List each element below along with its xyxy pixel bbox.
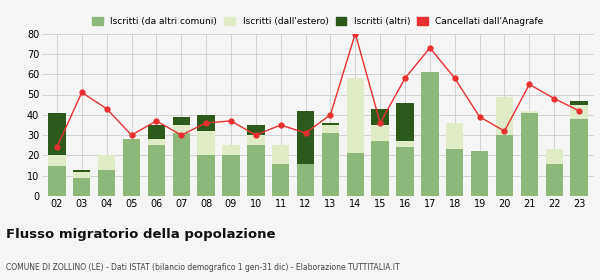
- Bar: [397, 147, 414, 196]
- Bar: [347, 153, 364, 196]
- Bar: [73, 170, 91, 172]
- Bar: [73, 172, 91, 178]
- Text: COMUNE DI ZOLLINO (LE) - Dati ISTAT (bilancio demografico 1 gen-31 dic) - Elabor: COMUNE DI ZOLLINO (LE) - Dati ISTAT (bil…: [6, 263, 400, 272]
- Bar: [197, 131, 215, 155]
- Text: Flusso migratorio della popolazione: Flusso migratorio della popolazione: [6, 228, 275, 241]
- Bar: [371, 109, 389, 125]
- Bar: [197, 115, 215, 131]
- Bar: [521, 111, 538, 113]
- Bar: [397, 141, 414, 147]
- Bar: [446, 149, 463, 196]
- Bar: [98, 155, 115, 170]
- Bar: [421, 72, 439, 196]
- Bar: [222, 155, 239, 196]
- Bar: [123, 139, 140, 196]
- Bar: [521, 113, 538, 196]
- Bar: [148, 139, 165, 145]
- Bar: [247, 135, 265, 145]
- Bar: [148, 125, 165, 139]
- Bar: [148, 145, 165, 196]
- Bar: [545, 164, 563, 196]
- Bar: [322, 133, 339, 196]
- Legend: Iscritti (da altri comuni), Iscritti (dall'estero), Iscritti (altri), Cancellati: Iscritti (da altri comuni), Iscritti (da…: [92, 17, 544, 26]
- Bar: [571, 105, 588, 119]
- Bar: [496, 135, 513, 196]
- Bar: [322, 123, 339, 125]
- Bar: [48, 113, 65, 155]
- Bar: [247, 145, 265, 196]
- Bar: [571, 119, 588, 196]
- Bar: [173, 133, 190, 196]
- Bar: [371, 125, 389, 141]
- Bar: [222, 145, 239, 155]
- Bar: [297, 164, 314, 196]
- Bar: [98, 170, 115, 196]
- Bar: [446, 123, 463, 149]
- Bar: [73, 178, 91, 196]
- Bar: [197, 155, 215, 196]
- Bar: [471, 151, 488, 196]
- Bar: [173, 125, 190, 133]
- Bar: [545, 149, 563, 164]
- Bar: [247, 125, 265, 135]
- Bar: [272, 145, 289, 164]
- Bar: [272, 164, 289, 196]
- Bar: [347, 78, 364, 153]
- Bar: [397, 103, 414, 141]
- Bar: [322, 125, 339, 133]
- Bar: [48, 155, 65, 165]
- Bar: [297, 111, 314, 164]
- Bar: [496, 97, 513, 135]
- Bar: [571, 101, 588, 105]
- Bar: [173, 117, 190, 125]
- Bar: [48, 165, 65, 196]
- Bar: [371, 141, 389, 196]
